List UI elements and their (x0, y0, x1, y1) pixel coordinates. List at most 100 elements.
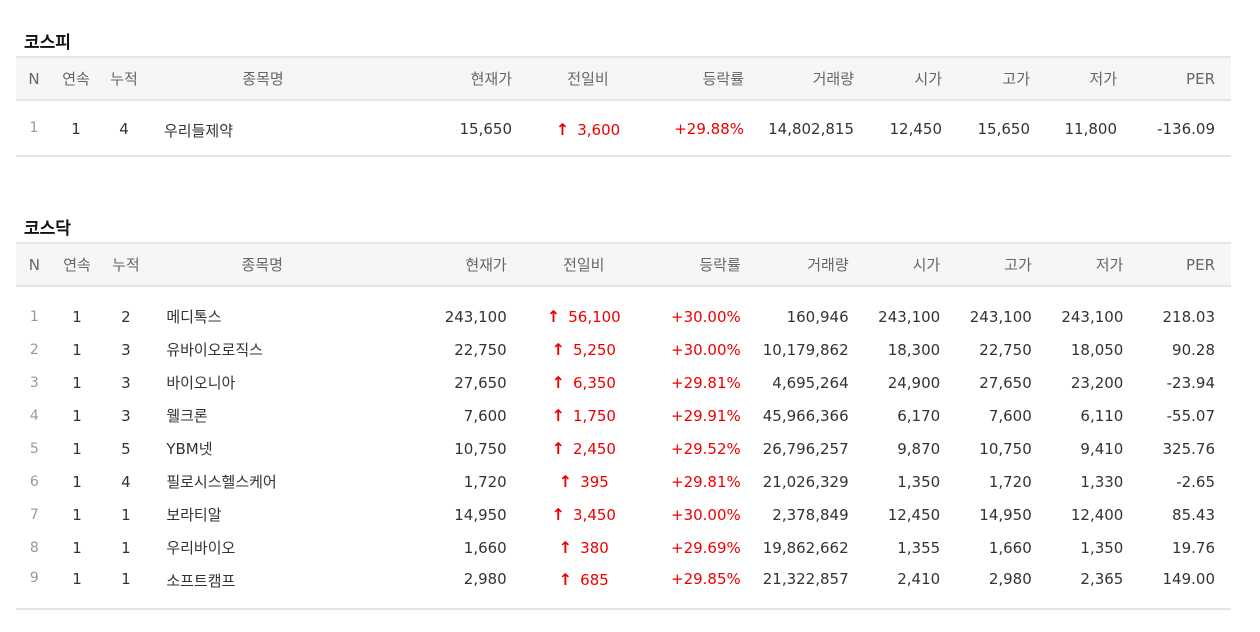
header-current-price[interactable]: 현재가 (378, 56, 528, 101)
cell-stock-name[interactable]: 바이오니아 (166, 374, 236, 392)
header-low-price[interactable]: 저가 (1047, 242, 1140, 287)
kosdaq-header-row: N 연속 누적 종목명 현재가 전일비 등락률 거래량 시가 고가 저가 PER (16, 242, 1231, 287)
cell-rank: 5 (29, 440, 39, 457)
header-volume[interactable]: 거래량 (756, 242, 865, 287)
cell-change-rate: +29.91% (671, 406, 741, 425)
cell-cumulative: 1 (101, 564, 151, 610)
header-high-price[interactable]: 고가 (956, 242, 1048, 287)
header-per[interactable]: PER (1133, 56, 1231, 101)
cell-stock-name[interactable]: 소프트캠프 (150, 564, 375, 610)
cell-high-price: 22,750 (979, 340, 1032, 359)
cell-volume: 10,179,862 (762, 340, 849, 359)
cell-high-price: 27,650 (979, 373, 1032, 392)
stock-row[interactable]: 2 1 3 유바이오로직스 22,750 ↑ 5,250 +30.00% 10,179,862 1… (16, 333, 1231, 366)
cell-stock-name[interactable]: 유바이오로직스 (166, 341, 263, 359)
cell-change-rate: +29.85% (644, 564, 757, 610)
cell-streak: 1 (72, 505, 82, 524)
cell-per: -2.65 (1176, 472, 1215, 491)
change-value: 1,750 (573, 407, 616, 425)
cell-current-price: 27,650 (454, 373, 507, 392)
cell-open-price: 12,450 (870, 114, 958, 157)
header-cumulative[interactable]: 누적 (101, 242, 151, 287)
cell-stock-name[interactable]: 메디톡스 (166, 308, 222, 326)
header-open-price[interactable]: 시가 (870, 56, 958, 101)
header-high-price[interactable]: 고가 (958, 56, 1046, 101)
cell-low-price: 6,110 (1080, 406, 1124, 425)
change-value: 56,100 (568, 308, 621, 326)
change-value: 5,250 (573, 341, 616, 359)
header-change[interactable]: 전일비 (528, 56, 648, 101)
cell-volume: 4,695,264 (772, 373, 849, 392)
cell-current-price: 14,950 (454, 505, 507, 524)
cell-change: ↑ 380 (523, 531, 645, 564)
header-stock-name[interactable]: 종목명 (148, 56, 378, 101)
header-rank[interactable]: N (16, 242, 53, 287)
change-value: 380 (580, 539, 609, 557)
cell-per: -136.09 (1133, 114, 1231, 157)
change-value: 685 (580, 571, 609, 589)
stock-row[interactable]: 8 1 1 우리바이오 1,660 ↑ 380 +29.69% 19,862,662 1,355 1… (16, 531, 1231, 564)
header-per[interactable]: PER (1139, 242, 1231, 287)
header-change-rate[interactable]: 등락률 (648, 56, 760, 101)
cell-stock-name[interactable]: 우리들제약 (148, 114, 378, 157)
cell-change-rate: +30.00% (671, 340, 741, 359)
header-current-price[interactable]: 현재가 (374, 242, 523, 287)
header-cumulative[interactable]: 누적 (100, 56, 148, 101)
header-rank[interactable]: N (16, 56, 52, 101)
cell-change: ↑ 5,250 (523, 333, 645, 366)
header-low-price[interactable]: 저가 (1046, 56, 1133, 101)
cell-change-rate: +29.81% (671, 472, 741, 491)
header-change[interactable]: 전일비 (522, 242, 645, 287)
cell-streak: 1 (52, 114, 100, 157)
cell-volume: 26,796,257 (762, 439, 849, 458)
up-arrow-icon: ↑ (551, 406, 566, 425)
cell-open-price: 2,410 (864, 564, 957, 610)
change-value: 2,450 (573, 440, 616, 458)
cell-per: -55.07 (1166, 406, 1215, 425)
cell-per: 85.43 (1172, 505, 1215, 524)
kosdaq-table: N 연속 누적 종목명 현재가 전일비 등락률 거래량 시가 고가 저가 PER 1 1 2 메디톡스 243… (16, 242, 1231, 610)
header-streak[interactable]: 연속 (52, 242, 102, 287)
cell-high-price: 1,720 (988, 472, 1032, 491)
cell-streak: 1 (72, 373, 82, 392)
cell-cumulative: 3 (121, 340, 131, 359)
stock-row[interactable]: 1 1 2 메디톡스 243,100 ↑ 56,100 +30.00% 160,946 243,1… (16, 300, 1231, 333)
cell-low-price: 18,050 (1070, 340, 1124, 359)
cell-per: 218.03 (1162, 307, 1216, 326)
cell-cumulative: 3 (121, 406, 131, 425)
stock-row[interactable]: 4 1 3 웰크론 7,600 ↑ 1,750 +29.91% 45,966,366 6,170 7… (16, 399, 1231, 432)
stock-row[interactable]: 3 1 3 바이오니아 27,650 ↑ 6,350 +29.81% 4,695,264 24,9… (16, 366, 1231, 399)
cell-stock-name[interactable]: 보라티알 (166, 506, 222, 524)
cell-streak: 1 (72, 340, 82, 359)
stock-row[interactable]: 7 1 1 보라티알 14,950 ↑ 3,450 +30.00% 2,378,849 12,45… (16, 498, 1231, 531)
header-volume[interactable]: 거래량 (760, 56, 870, 101)
header-streak[interactable]: 연속 (52, 56, 100, 101)
stock-row[interactable]: 5 1 5 YBM넷 10,750 ↑ 2,450 +29.52% 26,796,257 9,87… (16, 432, 1231, 465)
header-change-rate[interactable]: 등락률 (644, 242, 757, 287)
cell-open-price: 9,870 (897, 439, 941, 458)
cell-per: 90.28 (1172, 340, 1215, 359)
cell-volume: 19,862,662 (762, 538, 849, 557)
header-stock-name[interactable]: 종목명 (150, 242, 375, 287)
cell-low-price: 1,350 (1080, 538, 1124, 557)
cell-low-price: 12,400 (1070, 505, 1124, 524)
cell-rank: 7 (29, 506, 39, 523)
header-open-price[interactable]: 시가 (864, 242, 957, 287)
cell-cumulative: 1 (121, 505, 131, 524)
cell-rank: 3 (29, 374, 39, 391)
cell-rank: 2 (29, 341, 39, 358)
cell-current-price: 15,650 (378, 114, 528, 157)
cell-volume: 21,026,329 (762, 472, 849, 491)
cell-cumulative: 4 (100, 114, 148, 157)
cell-stock-name[interactable]: 웰크론 (166, 407, 208, 425)
cell-cumulative: 2 (121, 307, 131, 326)
cell-stock-name[interactable]: YBM넷 (166, 440, 213, 458)
stock-row[interactable]: 1 1 4 우리들제약 15,650 ↑ 3,600 +29.88% 14,802,815 12,… (16, 114, 1231, 157)
cell-high-price: 243,100 (969, 307, 1032, 326)
stock-row[interactable]: 6 1 4 필로시스헬스케어 1,720 ↑ 395 +29.81% 21,026,329 1,3… (16, 465, 1231, 498)
cell-stock-name[interactable]: 우리바이오 (166, 539, 236, 557)
stock-row[interactable]: 9 1 1 소프트캠프 2,980 ↑ 685 +29.85% 21,322,857 2,410 2… (16, 564, 1231, 610)
cell-per: 325.76 (1162, 439, 1216, 458)
cell-cumulative: 3 (121, 373, 131, 392)
cell-stock-name[interactable]: 필로시스헬스케어 (166, 473, 277, 491)
